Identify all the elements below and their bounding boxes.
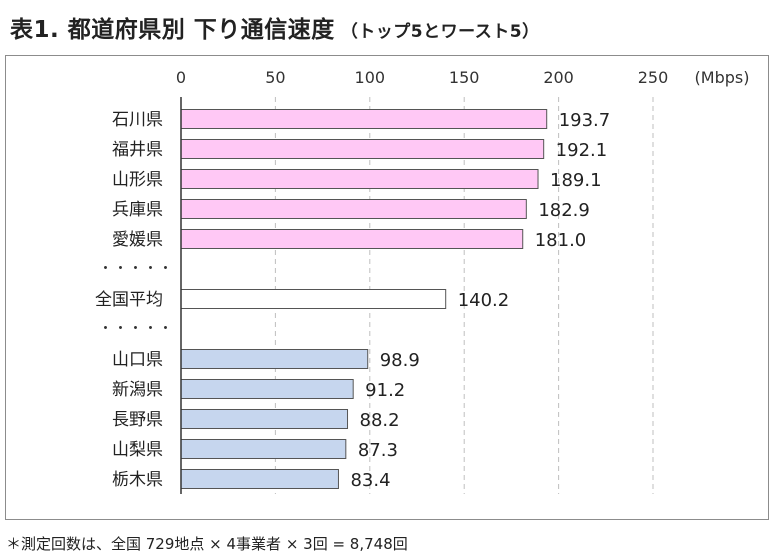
title-main: 表1. 都道府県別 下り通信速度 [10,17,335,43]
category-label: 兵庫県 [112,200,163,220]
value-label: 181.0 [535,230,587,251]
bar [180,199,527,219]
page-title: 表1. 都道府県別 下り通信速度 （トップ5とワースト5） [10,10,540,44]
bar [180,229,524,249]
x-tick-label: 0 [176,68,186,87]
bar [180,409,349,429]
category-label: 栃木県 [112,470,163,490]
bar [180,349,369,369]
value-label: 98.9 [380,350,420,371]
category-label: 長野県 [112,410,163,430]
category-label: 愛媛県 [112,230,163,250]
footnote: ＊測定回数は、全国 729地点 × 4事業者 × 3回 = 8,748回 [6,535,408,553]
value-label: 193.7 [559,110,611,131]
bar [180,289,447,309]
value-label: 182.9 [538,200,590,221]
value-label: 91.2 [365,380,405,401]
title-sub: （トップ5とワースト5） [340,22,540,42]
category-label: 石川県 [112,110,163,130]
value-label: 192.1 [556,140,608,161]
value-label: 87.3 [358,440,398,461]
category-label: 全国平均 [95,290,163,310]
bar [180,169,539,189]
category-label: 山梨県 [112,440,163,460]
chart-frame [5,55,769,520]
value-label: 83.4 [350,470,390,491]
category-label: 山形県 [112,170,163,190]
separator-dots: ・・・・・ [99,321,174,337]
separator-dots: ・・・・・ [99,261,174,277]
x-tick-label: 200 [543,68,574,87]
unit-label: (Mbps) [695,68,750,87]
value-label: 88.2 [360,410,400,431]
category-label: 新潟県 [112,380,163,400]
bar [180,439,347,459]
x-tick-label: 100 [355,68,386,87]
category-label: 山口県 [112,350,163,370]
value-label: 189.1 [550,170,602,191]
x-tick-label: 50 [265,68,285,87]
bar [180,379,354,399]
bar [180,109,548,129]
bar [180,139,545,159]
value-label: 140.2 [458,290,510,311]
x-tick-label: 250 [638,68,669,87]
category-label: 福井県 [112,140,163,160]
x-tick-label: 150 [449,68,480,87]
bar [180,469,339,489]
